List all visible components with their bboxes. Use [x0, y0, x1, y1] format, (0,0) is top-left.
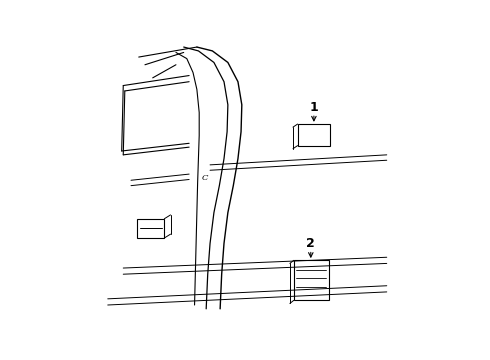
FancyBboxPatch shape — [137, 219, 164, 238]
Bar — [297, 124, 330, 145]
Text: 2: 2 — [306, 237, 315, 250]
Bar — [294, 260, 329, 300]
Text: 1: 1 — [310, 100, 318, 114]
Text: C: C — [201, 174, 208, 182]
